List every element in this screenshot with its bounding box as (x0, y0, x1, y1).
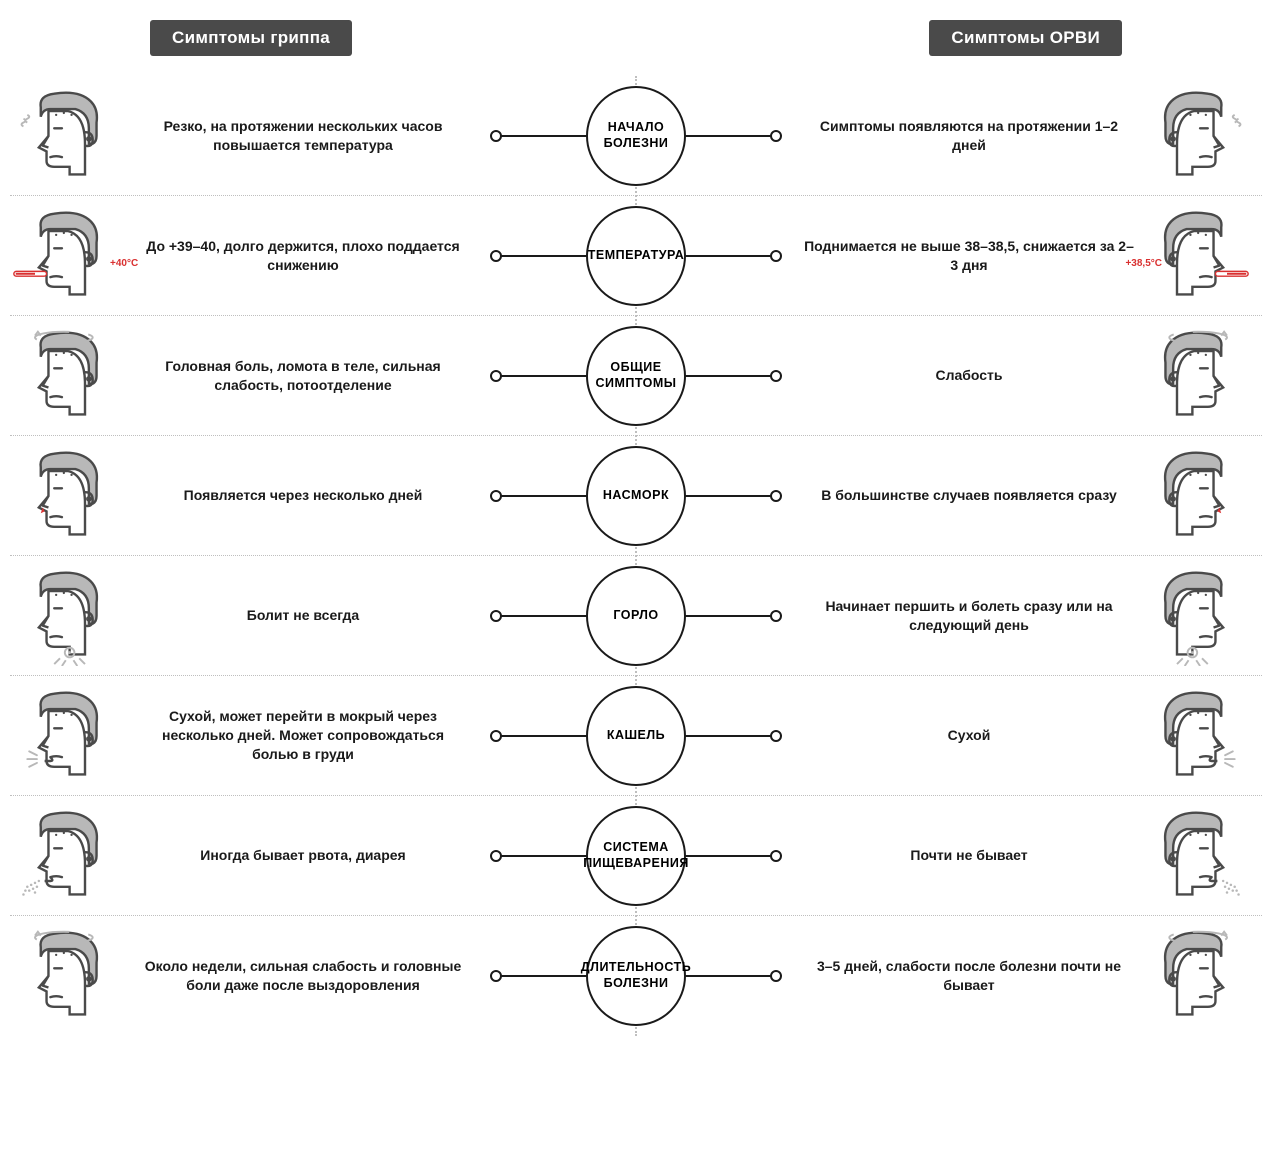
desc-left: Болит не всегда (130, 606, 476, 625)
connector-dot-right (770, 370, 782, 382)
head-icon-right (1152, 86, 1252, 186)
desc-right: Симптомы появляются на протяжении 1–2 дн… (796, 117, 1142, 155)
head-icon-right (1152, 566, 1252, 666)
header-right: Симптомы ОРВИ (929, 20, 1122, 56)
comparison-row: До +39–40, долго держится, плохо поддает… (10, 196, 1262, 316)
head-icon-left (10, 446, 110, 546)
head-icon-right (1152, 806, 1252, 906)
center-node: КАШЕЛЬ (486, 684, 786, 787)
center-node: ГОРЛО (486, 564, 786, 667)
desc-left: Резко, на протяжении не­скольких часов п… (130, 117, 476, 155)
desc-right: Слабость (796, 366, 1142, 385)
head-icon-left (10, 326, 110, 426)
connector-dot-left (490, 730, 502, 742)
category-circle: НАЧАЛО БОЛЕЗНИ (586, 86, 686, 186)
comparison-row: Головная боль, ломота в теле, сильная сл… (10, 316, 1262, 436)
head-icon-left (10, 806, 110, 906)
head-icon-left (10, 86, 110, 186)
desc-right: Поднимается не выше 38–38,5, снижается з… (796, 237, 1142, 275)
comparison-row: Сухой, может перейти в мокрый через неск… (10, 676, 1262, 796)
head-icon-left (10, 206, 110, 306)
connector-dot-left (490, 130, 502, 142)
center-node: НАЧАЛО БОЛЕЗНИ (486, 84, 786, 187)
desc-right: Сухой (796, 726, 1142, 745)
category-circle: СИСТЕМА ПИЩЕВАРЕНИЯ (586, 806, 686, 906)
head-icon-left (10, 926, 110, 1026)
connector-dot-left (490, 970, 502, 982)
desc-left: Иногда бывает рвота, диарея (130, 846, 476, 865)
comparison-row: Около недели, сильная сла­бость и головн… (10, 916, 1262, 1036)
connector-dot-left (490, 610, 502, 622)
connector-dot-right (770, 730, 782, 742)
category-circle: КАШЕЛЬ (586, 686, 686, 786)
connector-dot-right (770, 490, 782, 502)
connector-dot-right (770, 850, 782, 862)
head-icon-right (1152, 686, 1252, 786)
desc-left: Сухой, может перейти в мокрый через неск… (130, 707, 476, 764)
temp-label-right: +38,5°C (1125, 258, 1162, 269)
headers: Симптомы гриппа Симптомы ОРВИ (10, 20, 1262, 56)
connector-dot-left (490, 850, 502, 862)
desc-left: Около недели, сильная сла­бость и головн… (130, 957, 476, 995)
connector-dot-left (490, 370, 502, 382)
connector-dot-right (770, 250, 782, 262)
desc-left: Головная боль, ломота в теле, сильная сл… (130, 357, 476, 395)
header-left: Симптомы гриппа (150, 20, 352, 56)
connector-dot-right (770, 130, 782, 142)
desc-right: Начинает першить и болеть сразу или на с… (796, 597, 1142, 635)
desc-right: Почти не бывает (796, 846, 1142, 865)
category-circle: НАСМОРК (586, 446, 686, 546)
desc-right: В большинстве случаев появляется сразу (796, 486, 1142, 505)
center-node: НАСМОРК (486, 444, 786, 547)
center-node: ТЕМПЕРАТУРА (486, 204, 786, 307)
connector-dot-right (770, 970, 782, 982)
center-node: СИСТЕМА ПИЩЕВАРЕНИЯ (486, 804, 786, 907)
category-circle: ТЕМПЕРАТУРА (586, 206, 686, 306)
center-node: ОБЩИЕ СИМПТОМЫ (486, 324, 786, 427)
category-circle: ГОРЛО (586, 566, 686, 666)
connector-dot-left (490, 490, 502, 502)
comparison-row: Болит не всегда ГОРЛО Начинает першить и… (10, 556, 1262, 676)
connector-dot-right (770, 610, 782, 622)
connector-dot-left (490, 250, 502, 262)
center-node: ДЛИТЕЛЬНОСТЬ БОЛЕЗНИ (486, 924, 786, 1028)
desc-right: 3–5 дней, слабости после болезни почти н… (796, 957, 1142, 995)
comparison-row: Появляется через несколько дней НАСМОРК … (10, 436, 1262, 556)
head-icon-right (1152, 446, 1252, 546)
head-icon-left (10, 566, 110, 666)
category-circle: ДЛИТЕЛЬНОСТЬ БОЛЕЗНИ (586, 926, 686, 1026)
comparison-row: Резко, на протяжении не­скольких часов п… (10, 76, 1262, 196)
head-icon-right (1152, 926, 1252, 1026)
temp-label-left: +40°C (110, 258, 138, 269)
head-icon-left (10, 686, 110, 786)
desc-left: До +39–40, долго держится, плохо поддает… (130, 237, 476, 275)
comparison-rows: Резко, на протяжении не­скольких часов п… (10, 76, 1262, 1036)
comparison-row: Иногда бывает рвота, диарея СИСТЕМА ПИЩЕ… (10, 796, 1262, 916)
head-icon-right (1152, 206, 1252, 306)
head-icon-right (1152, 326, 1252, 426)
desc-left: Появляется через несколько дней (130, 486, 476, 505)
category-circle: ОБЩИЕ СИМПТОМЫ (586, 326, 686, 426)
